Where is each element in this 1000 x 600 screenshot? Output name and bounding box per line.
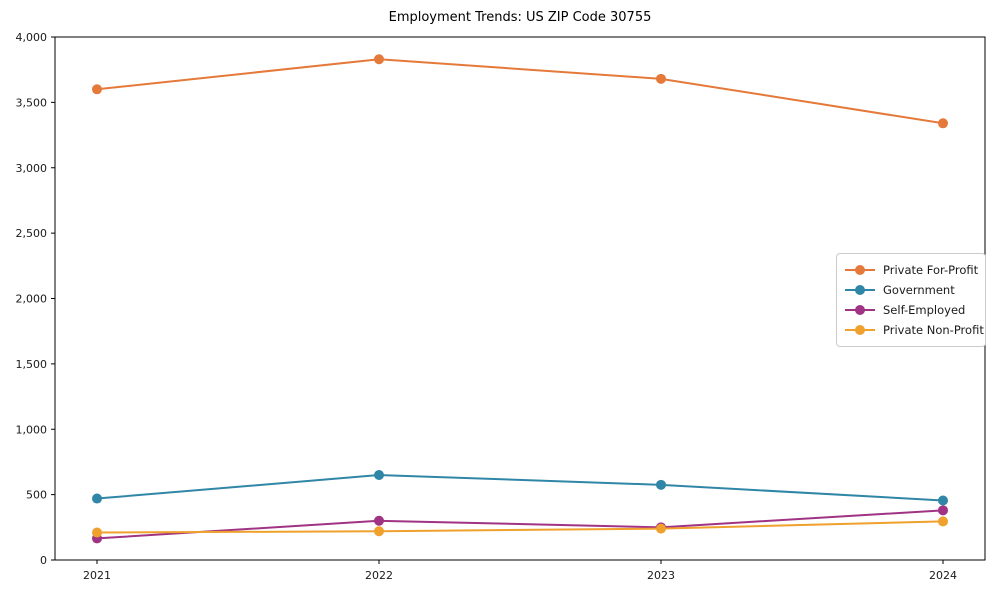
- legend-item-private-non-profit: Private Non-Profit: [844, 320, 984, 340]
- x-tick-label: 2023: [647, 569, 675, 582]
- x-tick-label: 2022: [365, 569, 393, 582]
- data-point-private-for-profit: [92, 84, 102, 95]
- y-tick-label: 3,000: [16, 162, 48, 175]
- data-point-private-non-profit: [938, 516, 948, 527]
- data-point-private-for-profit: [656, 73, 666, 84]
- data-point-self-employed: [374, 515, 384, 526]
- legend-line-marker-icon: [845, 265, 875, 275]
- x-tick-label: 2021: [83, 569, 111, 582]
- series-line-private-for-profit: [96, 58, 944, 125]
- legend-item-private-for-profit: Private For-Profit: [844, 260, 979, 280]
- legend-line-marker-icon: [845, 325, 875, 335]
- y-tick-label: 0: [40, 554, 47, 567]
- data-point-government: [656, 479, 666, 490]
- legend-label: Self-Employed: [883, 303, 966, 317]
- legend-line-marker-icon: [845, 285, 875, 295]
- legend-label: Private For-Profit: [883, 263, 979, 277]
- y-tick-label: 2,000: [16, 293, 48, 306]
- y-tick-label: 500: [26, 489, 47, 502]
- chart-title: Employment Trends: US ZIP Code 30755: [388, 10, 652, 25]
- legend-label: Private Non-Profit: [883, 323, 984, 337]
- data-point-private-for-profit: [938, 118, 948, 129]
- y-tick-label: 2,500: [16, 227, 48, 240]
- chart-legend: Private For-Profit Government Self-Employe…: [836, 253, 986, 347]
- data-point-government: [374, 470, 384, 481]
- legend-item-self-employed: Self-Employed: [844, 300, 977, 320]
- y-tick-label: 4,000: [16, 31, 48, 44]
- legend-label: Government: [883, 283, 955, 297]
- legend-line-marker-icon: [845, 305, 875, 315]
- x-tick-label: 2024: [929, 569, 957, 582]
- data-point-government: [938, 495, 948, 506]
- y-tick-label: 3,500: [16, 96, 48, 109]
- data-point-self-employed: [938, 505, 948, 516]
- y-tick-label: 1,000: [16, 423, 48, 436]
- data-point-private-non-profit: [656, 523, 666, 534]
- legend-item-government: Government: [844, 280, 977, 300]
- data-point-government: [92, 493, 102, 504]
- data-point-private-non-profit: [92, 527, 102, 538]
- data-point-private-for-profit: [374, 54, 384, 65]
- y-tick-label: 1,500: [16, 358, 48, 371]
- data-point-private-non-profit: [374, 526, 384, 537]
- series-line-self-employed: [96, 509, 944, 540]
- series-line-government: [96, 474, 944, 502]
- series-line-private-non-profit: [96, 520, 944, 534]
